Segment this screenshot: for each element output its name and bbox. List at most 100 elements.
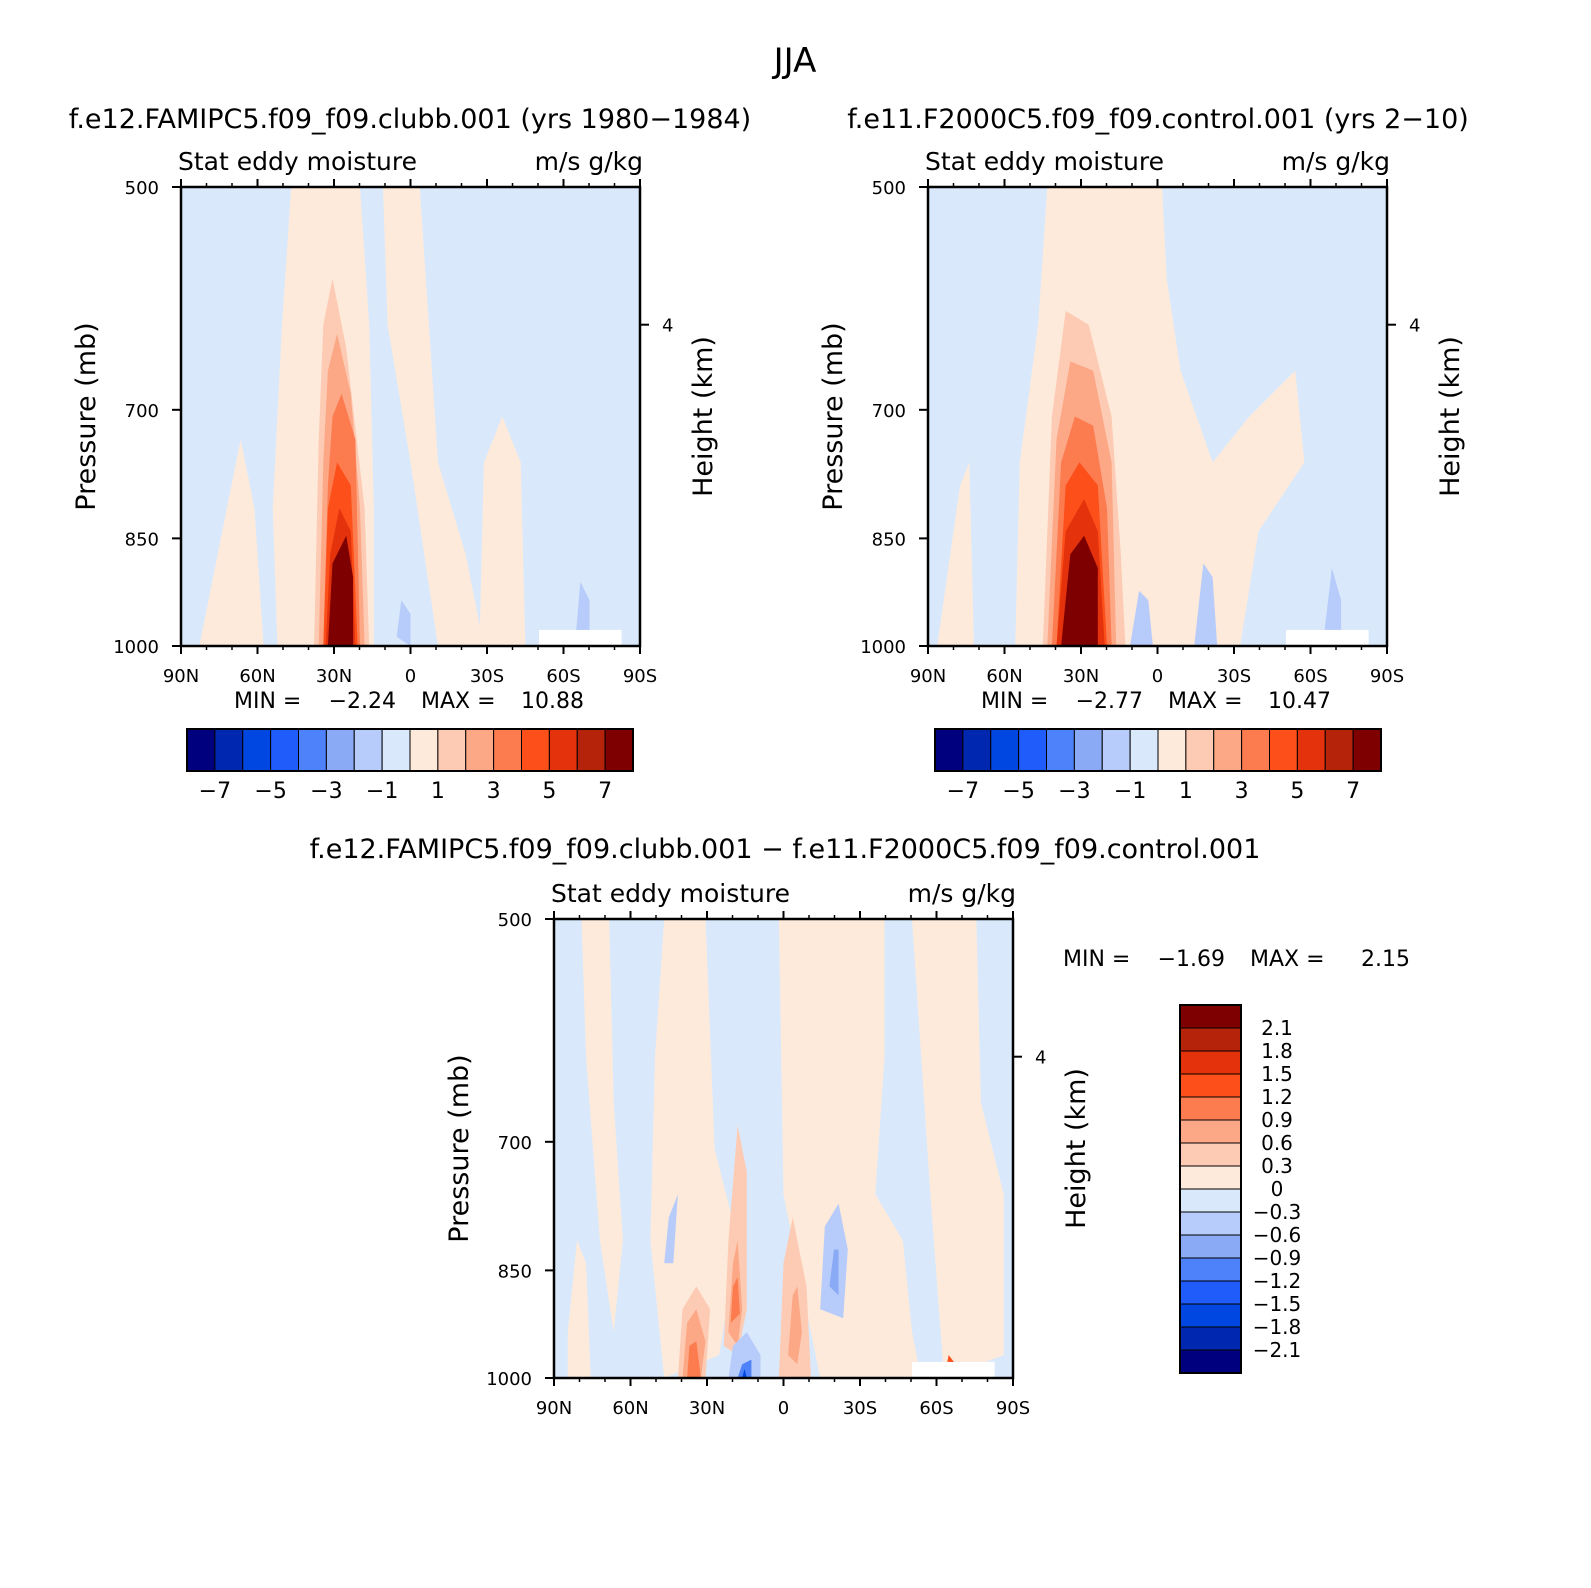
x-tick-label: 30N [689, 1398, 725, 1419]
colorbar-box [493, 728, 522, 772]
colorbar-box [1179, 1257, 1242, 1282]
subtitle-left: Stat eddy moisture [925, 147, 1164, 176]
subtitle-right: m/s g/kg [1282, 147, 1390, 176]
y-right-tick-label: 4 [1035, 1048, 1046, 1069]
colorbar: −7 −5 −3 −1 1 3 5 7 [934, 728, 1382, 804]
contour-fill [742, 1368, 747, 1378]
subtitle-left: Stat eddy moisture [178, 147, 417, 176]
min-label: MIN = [981, 689, 1048, 714]
colorbar-box [521, 728, 550, 772]
contour-fill [664, 1194, 678, 1264]
x-tick-label: 60N [612, 1398, 648, 1419]
y-axis-label: Pressure (mb) [818, 322, 849, 510]
field-group [181, 187, 640, 646]
colorbar: −7 −5 −3 −1 1 3 5 7 [186, 728, 634, 804]
colorbar-label: −0.6 [1253, 1223, 1302, 1247]
x-tick-label: 0 [1152, 666, 1163, 687]
x-tick-label: 60S [1293, 666, 1327, 687]
colorbar-label: −3 [1058, 779, 1090, 804]
colorbar-box [1179, 1165, 1242, 1190]
colorbar-label: −1 [1114, 779, 1146, 804]
x-tick-label: 0 [405, 666, 416, 687]
y-tick-label: 700 [498, 1133, 532, 1154]
x-tick-label: 60N [986, 666, 1022, 687]
colorbar-label: 1.2 [1261, 1085, 1293, 1109]
colorbar-box [186, 728, 216, 772]
y-tick-label: 1000 [860, 637, 906, 658]
colorbar-box [1179, 1142, 1242, 1167]
contour-fill [1130, 590, 1153, 646]
min-label: MIN = [1063, 947, 1130, 972]
panel-panel-clubb: f.e12.FAMIPC5.f09_f09.clubb.001 (yrs 198… [69, 104, 751, 804]
contour-fill [479, 416, 526, 646]
max-value: 2.15 [1361, 947, 1410, 972]
colorbar-box [1129, 728, 1159, 772]
missing-data-patch [539, 629, 622, 646]
colorbar-label: 5 [1290, 779, 1304, 804]
colorbar-box [437, 728, 467, 772]
colorbar-label: −5 [254, 779, 286, 804]
colorbar-label: 1 [431, 779, 445, 804]
y-tick-label: 1000 [113, 637, 159, 658]
colorbar-label: 7 [598, 779, 612, 804]
colorbar-box [270, 728, 299, 772]
contour-fill [778, 919, 922, 1378]
colorbar-label: −3 [310, 779, 342, 804]
x-tick-label: 90N [910, 666, 946, 687]
colorbar-label: −1 [366, 779, 398, 804]
colorbar-box [1179, 1050, 1242, 1075]
x-tick-label: 30N [316, 666, 352, 687]
colorbar-label: 2.1 [1261, 1016, 1293, 1040]
field-group [928, 187, 1387, 646]
contour-fill [937, 462, 974, 646]
y-axis-label: Pressure (mb) [444, 1054, 475, 1242]
colorbar-label: −1.5 [1253, 1292, 1302, 1316]
x-tick-label: 30S [1217, 666, 1251, 687]
colorbar-box [962, 728, 992, 772]
colorbar-label: 1 [1179, 779, 1193, 804]
panels-layer: f.e12.FAMIPC5.f09_f09.clubb.001 (yrs 198… [69, 104, 1469, 1419]
colorbar-label: −5 [1002, 779, 1034, 804]
colorbar-box [1179, 1234, 1242, 1259]
figure-title: JJA [772, 41, 817, 81]
colorbar-box [1179, 1280, 1242, 1305]
y-tick-label: 700 [872, 401, 906, 422]
colorbar-box [1352, 728, 1382, 772]
max-label: MAX = [1250, 947, 1325, 972]
colorbar-box [1296, 728, 1326, 772]
colorbar-box [1179, 1326, 1242, 1351]
y-right-axis-label: Height (km) [1061, 1068, 1092, 1229]
x-tick-label: 90N [163, 666, 199, 687]
min-value: −1.69 [1158, 947, 1225, 972]
colorbar-label: −2.1 [1253, 1338, 1302, 1362]
colorbar-box [381, 728, 411, 772]
colorbar-box [1179, 1004, 1242, 1029]
y-right-axis-label: Height (km) [1435, 336, 1466, 497]
colorbar-label: 3 [1235, 779, 1249, 804]
colorbar-box [1241, 728, 1270, 772]
x-tick-label: 60S [919, 1398, 953, 1419]
colorbar-box [1179, 1119, 1242, 1144]
field-group [554, 919, 1013, 1378]
colorbar-box [604, 728, 634, 772]
colorbar-box [548, 728, 578, 772]
y-tick-label: 850 [872, 529, 906, 550]
contour-fill [730, 1277, 740, 1323]
colorbar-label: −0.3 [1253, 1200, 1302, 1224]
colorbar-label: −7 [947, 779, 979, 804]
x-tick-label: 30N [1063, 666, 1099, 687]
x-tick-label: 60N [239, 666, 275, 687]
contour-fill [567, 1240, 591, 1378]
colorbar-box [1018, 728, 1047, 772]
missing-data-patch [1286, 629, 1369, 646]
contour-fill [1061, 535, 1098, 646]
contour-fill [575, 581, 590, 646]
subtitle-left: Stat eddy moisture [551, 879, 790, 908]
contour-fill [728, 1332, 761, 1378]
colorbar-box [990, 728, 1020, 772]
panel-panel-diff: f.e12.FAMIPC5.f09_f09.clubb.001 − f.e11.… [310, 834, 1410, 1419]
colorbar-box [1046, 728, 1075, 772]
colorbar-box [298, 728, 327, 772]
colorbar-label: 0.3 [1261, 1154, 1293, 1178]
contour-fill [581, 919, 623, 1333]
